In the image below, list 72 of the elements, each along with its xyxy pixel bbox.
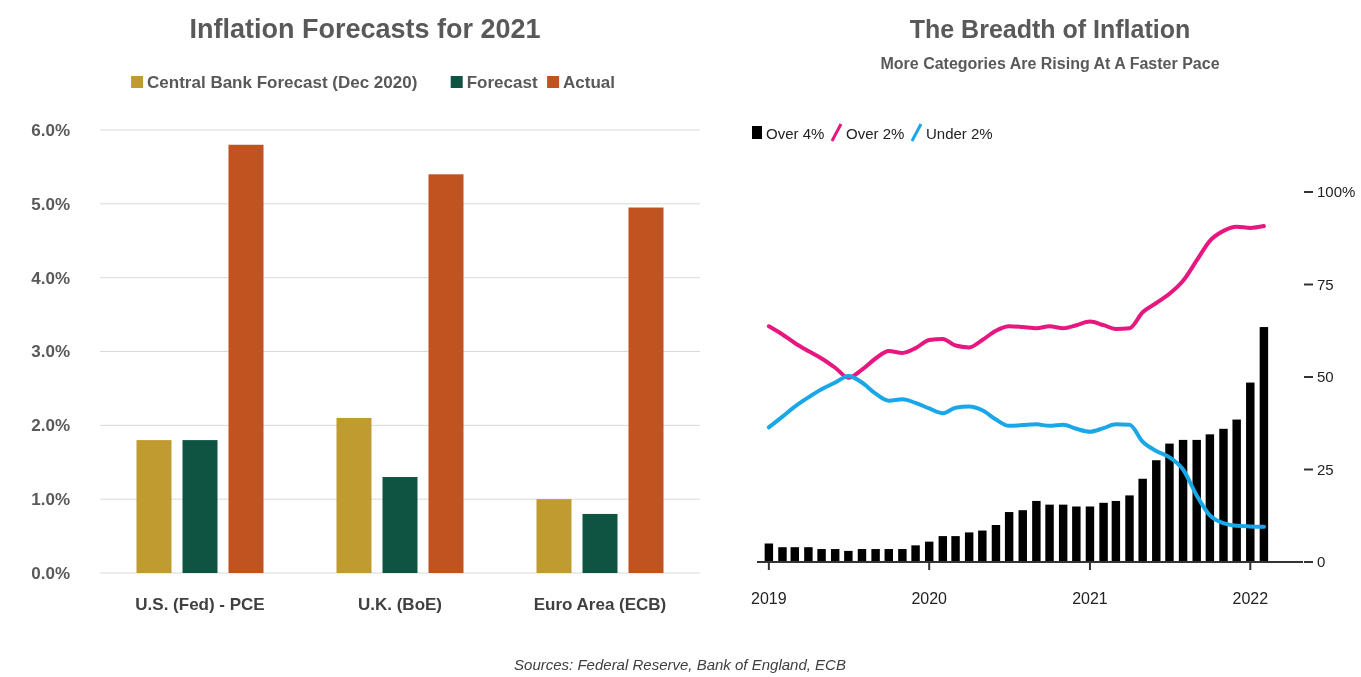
bar bbox=[1165, 443, 1174, 562]
bar bbox=[978, 530, 987, 562]
legend-label: Over 4% bbox=[766, 125, 825, 142]
line-series bbox=[766, 373, 1266, 529]
x-tick-label: 2020 bbox=[911, 590, 948, 607]
bar bbox=[336, 417, 372, 573]
bar bbox=[1072, 506, 1081, 562]
y-tick-label: 6.0% bbox=[31, 120, 70, 140]
legend-label: Actual bbox=[563, 73, 616, 92]
bar bbox=[428, 174, 464, 573]
bar bbox=[382, 477, 418, 573]
y-tick-label: 25 bbox=[1317, 460, 1334, 478]
x-tick-label: 2019 bbox=[751, 590, 787, 607]
bar bbox=[628, 207, 664, 573]
legend-label: Under 2% bbox=[926, 125, 993, 142]
legend-label: Forecast bbox=[466, 73, 538, 92]
y-tick-label: 2.0% bbox=[31, 416, 70, 436]
bar bbox=[964, 532, 974, 562]
bar bbox=[1045, 504, 1054, 562]
y-tick-label: 100% bbox=[1317, 183, 1356, 201]
bar bbox=[1018, 510, 1027, 562]
bar bbox=[582, 513, 618, 573]
bar bbox=[1099, 502, 1108, 562]
bar bbox=[804, 547, 813, 562]
bar bbox=[1232, 419, 1241, 562]
y-tick-label: 50 bbox=[1317, 368, 1334, 386]
y-tick-label: 0.0% bbox=[31, 563, 70, 583]
x-tick-label: 2021 bbox=[1072, 590, 1108, 607]
x-tick-label: U.S. (Fed) - PCE bbox=[135, 595, 265, 614]
bar bbox=[778, 547, 787, 562]
y-tick-label: 75 bbox=[1317, 275, 1334, 293]
bar bbox=[1152, 460, 1161, 562]
bar bbox=[790, 547, 799, 562]
bar bbox=[536, 499, 572, 573]
y-tick-label: 1.0% bbox=[31, 490, 70, 510]
x-tick-label: Euro Area (ECB) bbox=[533, 595, 667, 614]
bar bbox=[938, 536, 948, 562]
source-note: Sources: Federal Reserve, Bank of England, ECB bbox=[514, 656, 846, 673]
chart-title: The Breadth of Inflation bbox=[909, 15, 1191, 43]
bar bbox=[1138, 478, 1147, 562]
bar bbox=[136, 440, 172, 573]
y-tick-label: 0 bbox=[1317, 553, 1326, 571]
bar bbox=[951, 536, 960, 562]
bar bbox=[1219, 428, 1228, 562]
x-tick-label: 2022 bbox=[1232, 590, 1269, 607]
legend-label: Over 2% bbox=[846, 125, 905, 142]
y-tick-label: 4.0% bbox=[31, 268, 70, 288]
bar bbox=[1111, 500, 1121, 562]
bar bbox=[1058, 504, 1068, 562]
bar bbox=[1004, 512, 1014, 562]
bar bbox=[1205, 434, 1215, 562]
bar bbox=[844, 550, 853, 562]
bar bbox=[898, 549, 907, 562]
bar bbox=[1246, 382, 1255, 562]
x-tick-label: U.K. (BoE) bbox=[357, 595, 443, 614]
bar bbox=[228, 144, 264, 573]
bar bbox=[817, 549, 826, 562]
legend-label: Central Bank Forecast (Dec 2020) bbox=[147, 73, 418, 92]
y-tick-label: 3.0% bbox=[31, 342, 70, 362]
y-tick-label: 5.0% bbox=[31, 194, 70, 214]
bar bbox=[182, 440, 218, 573]
line-series bbox=[766, 224, 1266, 380]
chart-subtitle: More Categories Are Rising At A Faster Pace bbox=[880, 55, 1220, 72]
bar bbox=[991, 525, 1001, 562]
bar bbox=[1192, 439, 1201, 562]
bar bbox=[1032, 500, 1041, 562]
bar bbox=[911, 545, 920, 562]
bar bbox=[1259, 327, 1269, 562]
bar bbox=[871, 549, 880, 562]
bar bbox=[1125, 495, 1134, 562]
bar bbox=[1085, 506, 1095, 562]
chart-title: Inflation Forecasts for 2021 bbox=[189, 14, 541, 44]
